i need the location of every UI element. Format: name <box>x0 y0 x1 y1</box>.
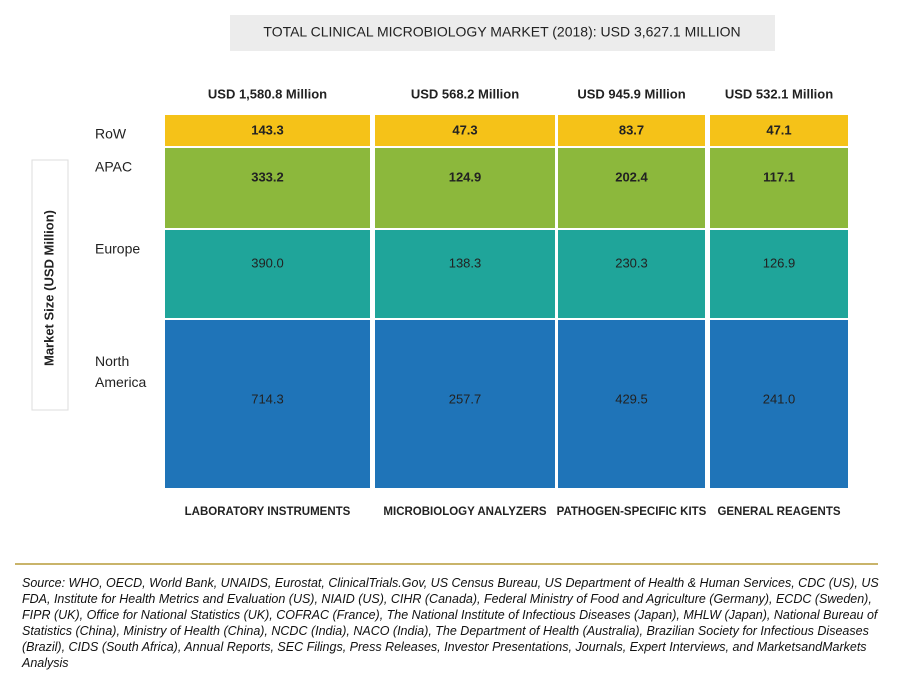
source-note: Source: WHO, OECD, World Bank, UNAIDS, E… <box>22 576 879 670</box>
value-label: 124.9 <box>449 169 482 184</box>
value-label: 714.3 <box>251 391 284 406</box>
cell <box>375 320 555 488</box>
cell <box>165 230 370 318</box>
x-tick-label: GENERAL REAGENTS <box>717 506 840 518</box>
value-label: 333.2 <box>251 169 284 184</box>
cell <box>710 320 848 488</box>
column-total: USD 945.9 Million <box>577 86 685 101</box>
cell <box>710 148 848 228</box>
value-label: 257.7 <box>449 391 482 406</box>
x-tick-label: PATHOGEN-SPECIFIC KITS <box>557 506 707 518</box>
cell <box>375 230 555 318</box>
x-tick-label: LABORATORY INSTRUMENTS <box>185 506 351 518</box>
row-label: RoW <box>95 126 127 142</box>
row-label: Europe <box>95 241 140 257</box>
cell <box>165 115 370 146</box>
cell <box>558 320 705 488</box>
chart: TOTAL CLINICAL MICROBIOLOGY MARKET (2018… <box>15 15 878 565</box>
value-label: 390.0 <box>251 255 284 270</box>
cell <box>710 115 848 146</box>
value-label: 202.4 <box>615 169 648 184</box>
row-label: APAC <box>95 159 132 175</box>
value-label: 126.9 <box>763 255 796 270</box>
value-label: 47.3 <box>452 122 477 137</box>
chart-title: TOTAL CLINICAL MICROBIOLOGY MARKET (2018… <box>263 24 740 40</box>
value-label: 117.1 <box>763 169 795 184</box>
cell <box>558 230 705 318</box>
cell <box>558 148 705 228</box>
cell <box>375 115 555 146</box>
cell <box>558 115 705 146</box>
value-label: 429.5 <box>615 391 648 406</box>
column-total: USD 568.2 Million <box>411 86 519 101</box>
column-total: USD 532.1 Million <box>725 86 833 101</box>
x-tick-label: MICROBIOLOGY ANALYZERS <box>383 506 546 518</box>
y-label-box <box>31 159 69 411</box>
title-box <box>230 15 775 51</box>
column-total: USD 1,580.8 Million <box>208 86 327 101</box>
cell <box>165 148 370 228</box>
value-label: 241.0 <box>763 391 796 406</box>
cell <box>710 230 848 318</box>
cell <box>375 148 555 228</box>
value-label: 230.3 <box>615 255 648 270</box>
value-label: 47.1 <box>766 122 791 137</box>
cell <box>165 320 370 488</box>
value-label: 138.3 <box>449 255 482 270</box>
y-axis-label: Market Size (USD Million) <box>41 210 56 366</box>
value-label: 83.7 <box>619 122 644 137</box>
value-label: 143.3 <box>251 122 284 137</box>
row-label: North America <box>95 353 147 390</box>
